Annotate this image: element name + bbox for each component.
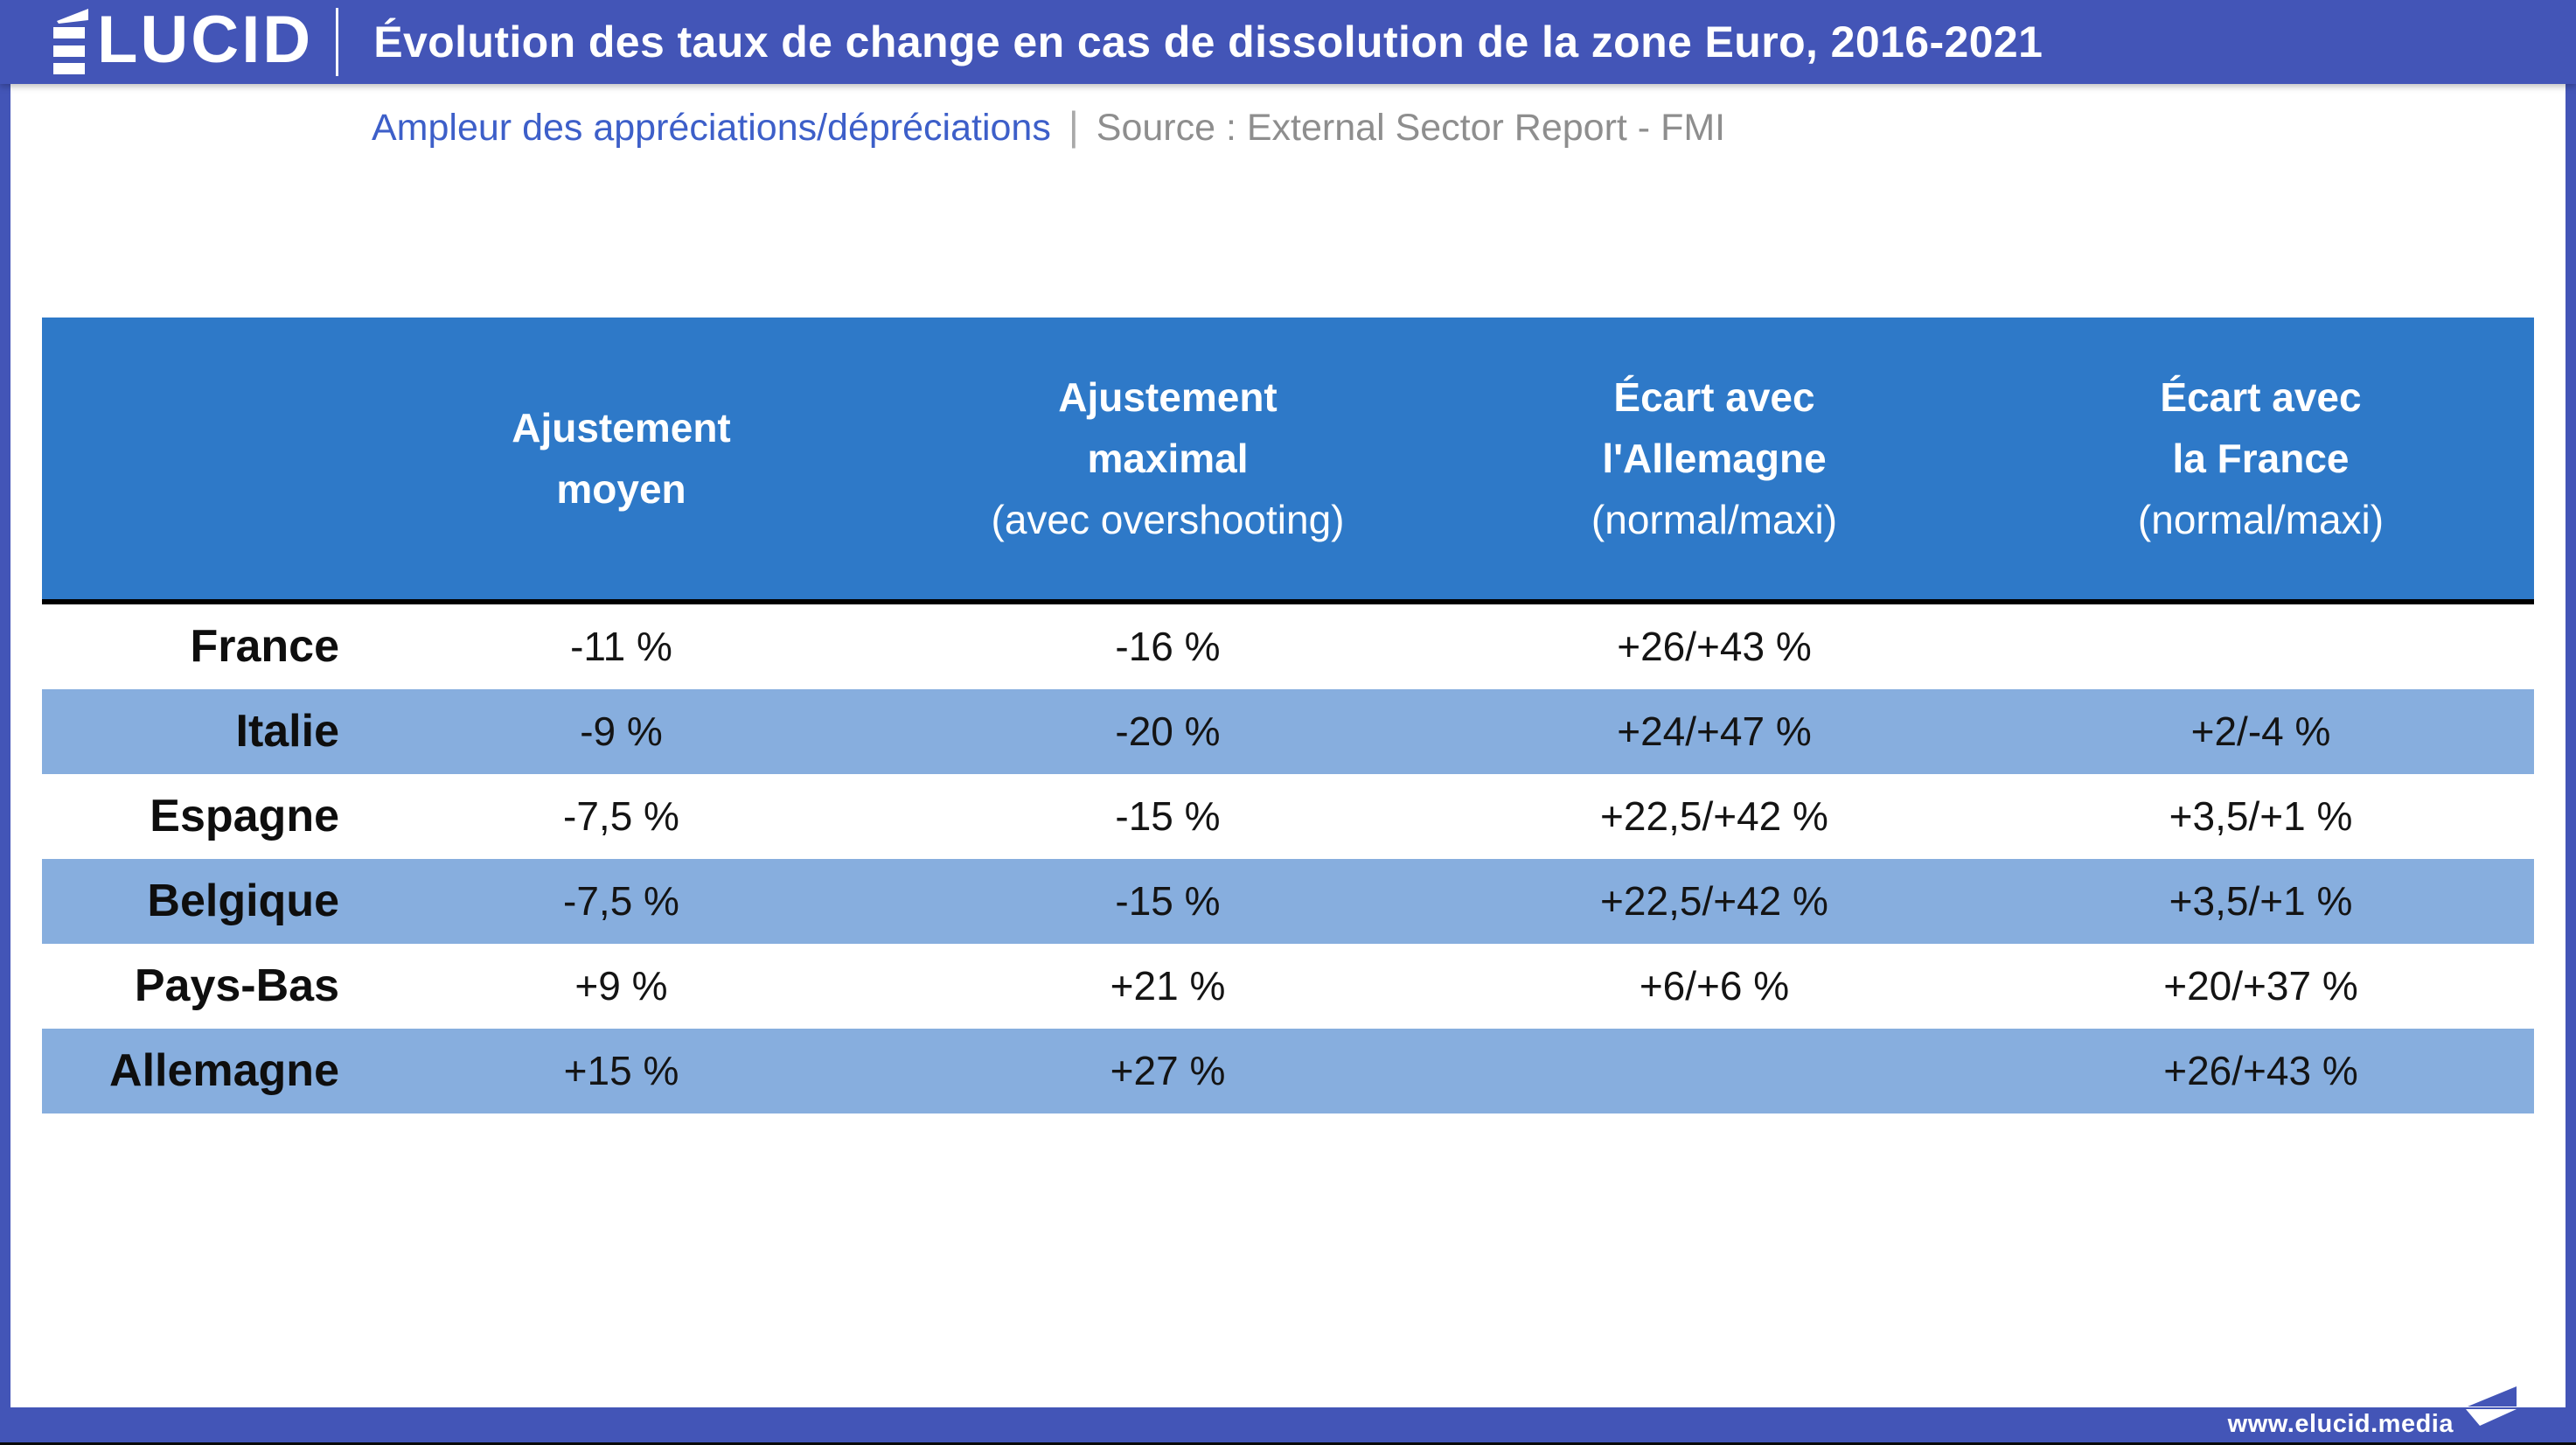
subtitle-row: Ampleur des appréciations/dépréciations … (372, 100, 1725, 156)
exchange-rate-table: Ajustement moyen Ajustement maximal (ave… (42, 318, 2534, 1113)
table-row-france: France -11 % -16 % +26/+43 % (42, 604, 2534, 689)
value-cell: -7,5 % (563, 793, 679, 839)
value-cell: +15 % (563, 1048, 679, 1093)
value-cell: -15 % (1115, 878, 1221, 924)
header-line: la France (2172, 436, 2350, 481)
value-cell: +22,5/+42 % (1600, 793, 1828, 839)
table-header-row: Ajustement moyen Ajustement maximal (ave… (42, 318, 2534, 604)
footer-url: www.elucid.media (2227, 1409, 2454, 1438)
page-border-left (0, 0, 10, 1445)
elucid-arrow-logo-icon (2466, 1386, 2518, 1426)
table-row-italie: Italie -9 % -20 % +24/+47 % +2/-4 % (42, 689, 2534, 774)
header-cell-ajustement-maximal: Ajustement maximal (avec overshooting) (895, 318, 1441, 599)
header-line: moyen (556, 466, 686, 512)
header-line: l'Allemagne (1602, 436, 1827, 481)
value-cell: -20 % (1115, 709, 1221, 754)
value-cell: +26/+43 % (1617, 624, 1812, 669)
elucid-logo-text: LUCID (97, 3, 314, 77)
value-cell: +9 % (574, 963, 668, 1009)
elucid-logo: LUCID (47, 6, 313, 79)
page-border-right (2566, 0, 2576, 1445)
row-label: Pays-Bas (134, 960, 339, 1011)
header-note: (normal/maxi) (1591, 497, 1838, 542)
value-cell: +3,5/+1 % (2169, 878, 2353, 924)
value-cell: -9 % (580, 709, 663, 754)
header-line: Ajustement (1058, 374, 1278, 420)
subtitle-source: Source : External Sector Report - FMI (1096, 106, 1726, 149)
value-cell: +21 % (1110, 963, 1226, 1009)
header-line: Ajustement (512, 405, 731, 450)
row-label: Allemagne (109, 1045, 339, 1096)
value-cell: -16 % (1115, 624, 1221, 669)
value-cell: +24/+47 % (1617, 709, 1812, 754)
value-cell: -7,5 % (563, 878, 679, 924)
value-cell: -11 % (570, 624, 672, 669)
header-cell-ajustement-moyen: Ajustement moyen (348, 318, 895, 599)
value-cell: +27 % (1110, 1048, 1226, 1093)
header-band: LUCID Évolution des taux de change en ca… (0, 0, 2576, 84)
row-label: Espagne (150, 791, 339, 841)
footer-band: www.elucid.media (0, 1386, 2576, 1445)
table-row-espagne: Espagne -7,5 % -15 % +22,5/+42 % +3,5/+1… (42, 774, 2534, 859)
header-divider (336, 8, 339, 76)
header-cell-ecart-france: Écart avec la France (normal/maxi) (1988, 318, 2534, 599)
row-label: Italie (235, 706, 340, 757)
header-line: maximal (1087, 436, 1249, 481)
header-note: (normal/maxi) (2137, 497, 2385, 542)
header-cell-ecart-allemagne: Écart avec l'Allemagne (normal/maxi) (1441, 318, 1988, 599)
header-cell-country (42, 318, 348, 599)
subtitle-label: Ampleur des appréciations/dépréciations (372, 106, 1051, 149)
value-cell: +6/+6 % (1639, 963, 1790, 1009)
subtitle-separator: | (1068, 103, 1079, 149)
value-cell: +2/-4 % (2190, 709, 2331, 754)
elucid-logo-e-icon (47, 6, 91, 79)
row-label: France (190, 621, 339, 672)
header-line: Écart avec (2160, 374, 2362, 420)
page-title: Évolution des taux de change en cas de d… (373, 17, 2043, 66)
value-cell: +3,5/+1 % (2169, 793, 2353, 839)
value-cell: -15 % (1115, 793, 1221, 839)
header-line: Écart avec (1613, 374, 1815, 420)
table-row-allemagne: Allemagne +15 % +27 % +26/+43 % (42, 1029, 2534, 1113)
value-cell: +22,5/+42 % (1600, 878, 1828, 924)
header-note: (avec overshooting) (991, 497, 1345, 542)
value-cell (1441, 1029, 1988, 1113)
value-cell: +20/+37 % (2163, 963, 2358, 1009)
row-label: Belgique (147, 876, 339, 926)
table-row-belgique: Belgique -7,5 % -15 % +22,5/+42 % +3,5/+… (42, 859, 2534, 944)
table-row-pays-bas: Pays-Bas +9 % +21 % +6/+6 % +20/+37 % (42, 944, 2534, 1029)
value-cell (1988, 604, 2534, 689)
value-cell: +26/+43 % (2163, 1048, 2358, 1093)
